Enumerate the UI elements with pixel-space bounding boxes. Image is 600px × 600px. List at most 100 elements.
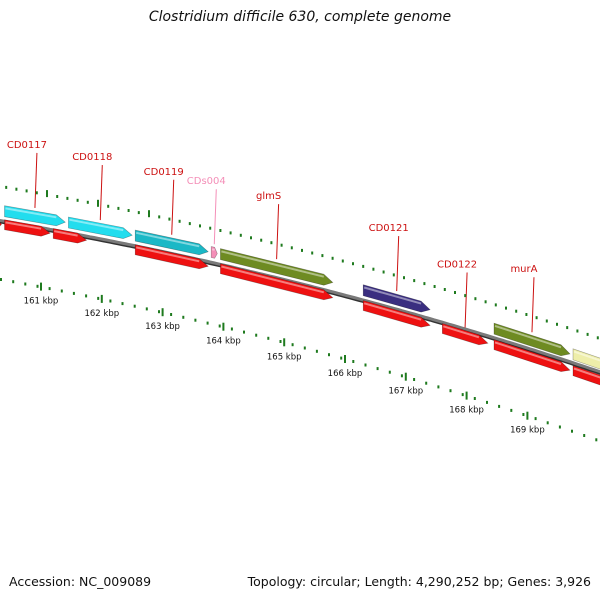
inner-tick bbox=[546, 421, 549, 425]
outer-tick bbox=[250, 236, 252, 240]
kbp-label-161: 161 kbp bbox=[24, 297, 59, 307]
outer-tick bbox=[596, 336, 599, 340]
leader-cd0119 bbox=[171, 179, 175, 235]
outer-tick-major bbox=[97, 199, 99, 207]
feature-cd0122 bbox=[441, 323, 489, 346]
cds-arrow-3-body bbox=[134, 244, 209, 270]
kbp-label-165: 165 kbp bbox=[267, 352, 302, 362]
cds-arrow-2-highlight bbox=[54, 230, 78, 237]
inner-tick bbox=[24, 282, 27, 286]
feature-cd0117-body bbox=[4, 205, 66, 227]
cds-arrow-1 bbox=[4, 219, 51, 237]
leader-cd0117 bbox=[34, 152, 38, 208]
cds-arrow-4 bbox=[220, 263, 334, 301]
outer-tick bbox=[280, 243, 283, 247]
feature-cd0119-highlight bbox=[135, 231, 200, 248]
feature-cds004 bbox=[210, 246, 218, 259]
outer-tick bbox=[25, 189, 28, 193]
outer-tick bbox=[117, 206, 120, 210]
outer-tick-major bbox=[148, 210, 150, 218]
outer-tick bbox=[107, 204, 110, 208]
outer-tick bbox=[341, 259, 344, 263]
kbp-label-167: 167 kbp bbox=[388, 387, 423, 397]
cds-arrow-3 bbox=[134, 244, 209, 270]
outer-tick bbox=[56, 195, 59, 198]
feature-cd0121-body bbox=[362, 284, 431, 313]
inner-tick bbox=[206, 321, 209, 325]
cds-arrow-2-body bbox=[52, 228, 88, 244]
outer-tick bbox=[586, 332, 589, 336]
inner-tick bbox=[364, 363, 367, 367]
inner-tick bbox=[12, 280, 15, 284]
outer-tick bbox=[433, 285, 436, 288]
inner-tick bbox=[243, 330, 245, 334]
outer-tick bbox=[566, 326, 569, 330]
label-cd0118: CD0118 bbox=[72, 152, 112, 163]
outer-tick bbox=[5, 185, 8, 189]
outer-tick bbox=[454, 291, 456, 294]
feature-glms-highlight bbox=[221, 250, 325, 278]
outer-tick bbox=[15, 187, 18, 191]
feature-cds004-body bbox=[210, 246, 218, 259]
inner-tick bbox=[230, 327, 233, 331]
outer-tick bbox=[494, 303, 497, 307]
outer-tick bbox=[525, 313, 528, 316]
kbp-label-169: 169 kbp bbox=[510, 426, 545, 436]
outer-tick bbox=[86, 200, 89, 204]
outer-tick bbox=[127, 209, 130, 212]
outer-tick bbox=[199, 224, 201, 228]
label-cd0119: CD0119 bbox=[144, 167, 184, 178]
accession-text: Accession: NC_009089 bbox=[9, 574, 152, 589]
outer-tick bbox=[239, 233, 242, 237]
feature-unlabeled-8 bbox=[572, 348, 600, 370]
inner-tick bbox=[36, 284, 39, 288]
cds-arrow-0 bbox=[0, 221, 2, 227]
inner-tick bbox=[376, 367, 379, 371]
inner-tick bbox=[473, 397, 476, 400]
inner-tick bbox=[486, 400, 488, 404]
inner-tick bbox=[121, 302, 124, 306]
kbp-tick-167 bbox=[404, 372, 407, 381]
outer-tick bbox=[474, 297, 477, 301]
inner-tick bbox=[498, 404, 501, 408]
outer-tick bbox=[464, 294, 467, 298]
cds-arrow-5 bbox=[362, 300, 431, 328]
cds-arrow-5-highlight bbox=[363, 302, 422, 321]
inner-tick bbox=[85, 294, 88, 298]
feature-cd0119-body bbox=[134, 229, 209, 256]
inner-tick bbox=[194, 318, 197, 322]
outer-tick bbox=[505, 306, 507, 310]
feature-cd0117-highlight bbox=[5, 207, 57, 219]
feature-cd0119 bbox=[134, 229, 209, 256]
cds-arrow-4-highlight bbox=[221, 265, 325, 294]
feature-mura-highlight bbox=[494, 324, 562, 349]
kbp-tick-163 bbox=[161, 308, 164, 317]
leader-cd0122 bbox=[464, 272, 468, 328]
outer-tick bbox=[403, 276, 405, 280]
outer-tick-major bbox=[46, 190, 48, 198]
cds-arrow-1-body bbox=[4, 219, 51, 237]
outer-tick bbox=[443, 288, 446, 291]
kbp-tick-166 bbox=[344, 355, 346, 363]
feature-mura-body bbox=[493, 322, 571, 357]
outer-tick bbox=[66, 196, 69, 200]
genome-stats-text: Topology: circular; Length: 4,290,252 bp… bbox=[247, 574, 591, 589]
inner-tick bbox=[510, 408, 513, 412]
kbp-tick-161 bbox=[40, 282, 42, 291]
outer-tick bbox=[290, 246, 293, 250]
label-cd0122: CD0122 bbox=[437, 260, 477, 271]
kbp-tick-162 bbox=[100, 294, 103, 303]
outer-tick bbox=[423, 282, 426, 286]
inner-tick bbox=[0, 278, 2, 281]
kbp-tick-165 bbox=[283, 338, 286, 347]
outer-tick bbox=[382, 270, 385, 274]
label-cds004: CDs004 bbox=[187, 176, 226, 187]
inner-tick bbox=[170, 313, 173, 316]
inner-tick bbox=[303, 346, 306, 350]
inner-tick bbox=[340, 356, 343, 360]
label-mura: murA bbox=[510, 264, 537, 275]
outer-tick bbox=[576, 329, 579, 333]
cds-arrow-7-highlight bbox=[573, 367, 600, 379]
outer-tick bbox=[321, 254, 324, 258]
leader-cd0118 bbox=[99, 165, 103, 221]
